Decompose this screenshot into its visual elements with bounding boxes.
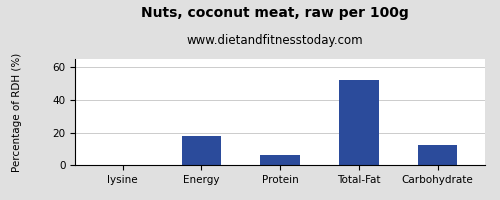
Bar xyxy=(260,155,300,165)
Text: www.dietandfitnesstoday.com: www.dietandfitnesstoday.com xyxy=(186,34,364,47)
Bar xyxy=(340,80,378,165)
Y-axis label: Percentage of RDH (%): Percentage of RDH (%) xyxy=(12,53,22,172)
Bar xyxy=(182,136,221,165)
Text: Nuts, coconut meat, raw per 100g: Nuts, coconut meat, raw per 100g xyxy=(141,6,409,20)
Bar xyxy=(418,145,458,165)
